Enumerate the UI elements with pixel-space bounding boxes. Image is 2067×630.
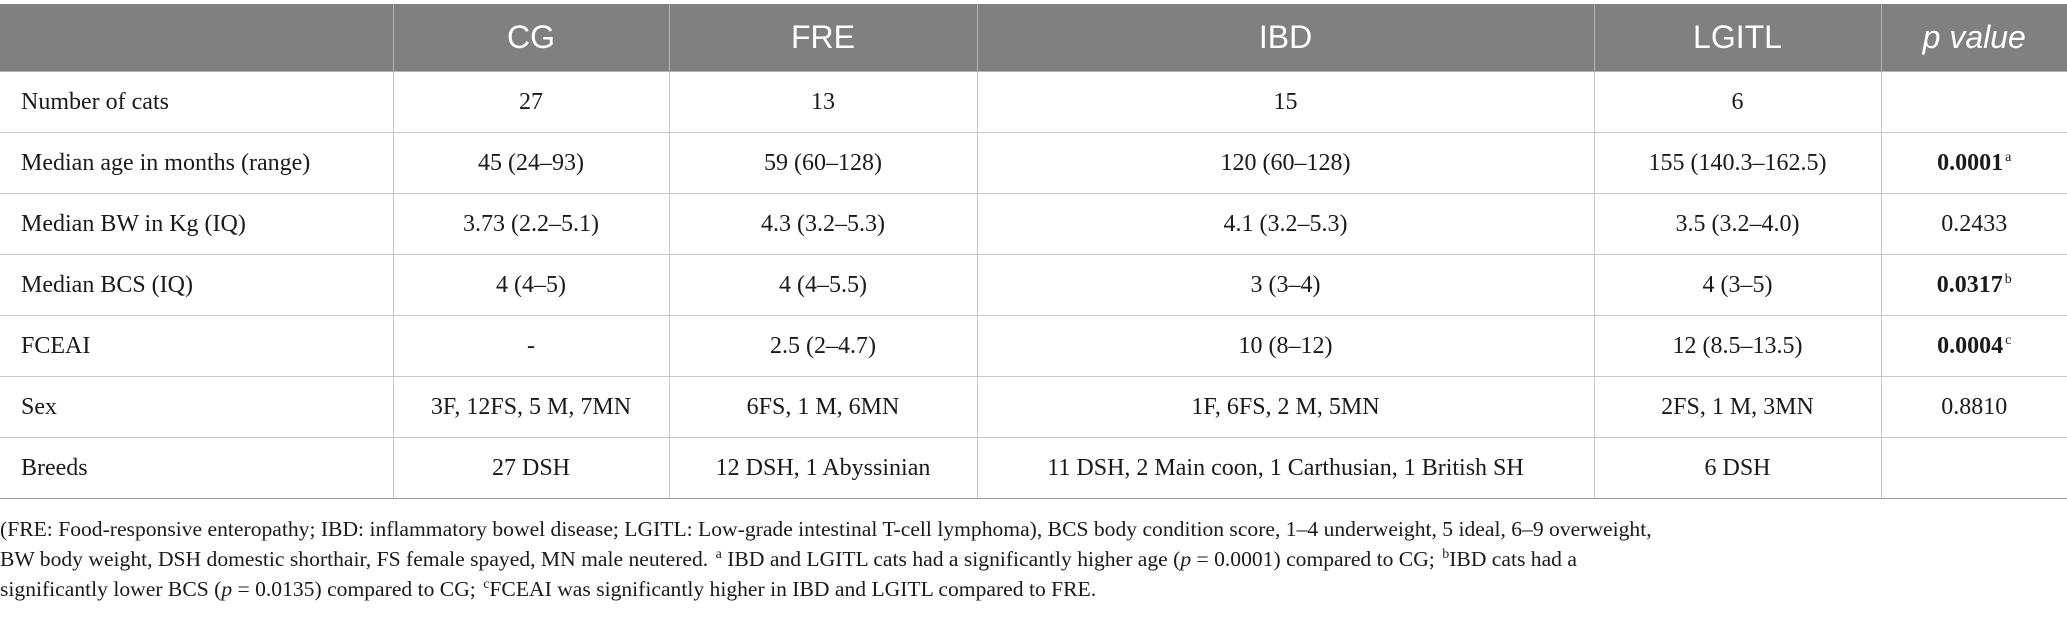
cell-p-value: 0.8810	[1880, 376, 2067, 438]
cell-cg: 27	[392, 71, 669, 133]
table-row: Sex 3F, 12FS, 5 M, 7MN 6FS, 1 M, 6MN 1F, 6F…	[0, 376, 2067, 438]
footnote-text: (FRE: Food-responsive enteropathy; IBD: …	[0, 517, 1652, 541]
p-value-text: 0.2433	[1941, 210, 2008, 237]
footnote-marker-b: b	[1442, 546, 1450, 562]
cell-ibd: 11 DSH, 2 Main coon, 1 Carthusian, 1 Bri…	[976, 437, 1594, 499]
cell-p-value	[1880, 437, 2067, 499]
cell-fre: 2.5 (2–4.7)	[668, 315, 977, 377]
row-label: Median BW in Kg (IQ)	[0, 193, 393, 255]
cell-p-value: 0.0004 c	[1880, 315, 2067, 377]
footnote-p-symbol: p	[1180, 547, 1192, 571]
table-footnote: (FRE: Food-responsive enteropathy; IBD: …	[0, 514, 2040, 604]
cell-lgitl: 4 (3–5)	[1593, 254, 1881, 316]
row-label: Breeds	[0, 437, 393, 499]
footnote-text: IBD and LGITL cats had a significantly h…	[721, 547, 1181, 571]
footnote-text: BW body weight, DSH domestic shorthair, …	[0, 547, 709, 571]
header-fre: FRE	[668, 4, 977, 72]
cell-lgitl: 3.5 (3.2–4.0)	[1593, 193, 1881, 255]
row-label: Median BCS (IQ)	[0, 254, 393, 316]
cell-cg: 4 (4–5)	[392, 254, 669, 316]
cell-ibd: 1F, 6FS, 2 M, 5MN	[976, 376, 1594, 438]
cell-lgitl: 2FS, 1 M, 3MN	[1593, 376, 1881, 438]
table-row: Number of cats 27 13 15 6	[0, 71, 2067, 133]
header-p-value: p value	[1880, 4, 2067, 72]
row-label: Sex	[0, 376, 393, 438]
cell-fre: 4 (4–5.5)	[668, 254, 977, 316]
cell-lgitl: 6	[1593, 71, 1881, 133]
p-value-footnote-marker: c	[2005, 332, 2012, 348]
cell-fre: 13	[668, 71, 977, 133]
header-ibd: IBD	[976, 4, 1594, 72]
cell-p-value	[1880, 71, 2067, 133]
cell-ibd: 4.1 (3.2–5.3)	[976, 193, 1594, 255]
cell-lgitl: 155 (140.3–162.5)	[1593, 132, 1881, 194]
cell-fre: 12 DSH, 1 Abyssinian	[668, 437, 977, 499]
table-row: FCEAI -2.5 (2–4.7) 10 (8–12) 12 (8.5–13.5) 0…	[0, 315, 2067, 377]
footnote-text: FCEAI was significantly higher in IBD an…	[489, 577, 1097, 601]
p-value-text: 0.8810	[1941, 393, 2008, 420]
results-table: CG FRE IBD LGITL p value Number of cats 2…	[0, 4, 2067, 499]
cell-cg: 45 (24–93)	[392, 132, 669, 194]
cell-lgitl: 12 (8.5–13.5)	[1593, 315, 1881, 377]
table-row: Median BW in Kg (IQ) 3.73 (2.2–5.1) 4.3 (3…	[0, 193, 2067, 255]
table-header-row: CG FRE IBD LGITL p value	[0, 4, 2067, 72]
footnote-line-1: (FRE: Food-responsive enteropathy; IBD: …	[0, 514, 2040, 544]
p-value-footnote-marker: b	[2004, 271, 2012, 287]
header-cg: CG	[392, 4, 669, 72]
cell-ibd: 15	[976, 71, 1594, 133]
footnote-text: = 0.0135) compared to CG;	[232, 577, 482, 601]
footnote-text: IBD cats had a	[1449, 547, 1577, 571]
cell-cg: 3.73 (2.2–5.1)	[392, 193, 669, 255]
p-value-text: 0.0317	[1936, 271, 2003, 298]
cell-cg: 3F, 12FS, 5 M, 7MN	[392, 376, 669, 438]
cell-ibd: 120 (60–128)	[976, 132, 1594, 194]
footnote-marker-a: a	[715, 546, 722, 562]
footnote-marker-c: c	[483, 576, 490, 592]
cell-fre: 6FS, 1 M, 6MN	[668, 376, 977, 438]
cell-ibd: 3 (3–4)	[976, 254, 1594, 316]
cell-cg: -	[392, 315, 669, 377]
p-value-text: 0.0004	[1937, 332, 2004, 359]
row-label: FCEAI	[0, 315, 393, 377]
table-row: Median BCS (IQ) 4 (4–5) 4 (4–5.5) 3 (3–4) 4 …	[0, 254, 2067, 316]
table-row: Median age in months (range) 45 (24–93) 59…	[0, 132, 2067, 194]
footnote-p-symbol: p	[221, 577, 233, 601]
cell-fre: 4.3 (3.2–5.3)	[668, 193, 977, 255]
cell-p-value: 0.0317 b	[1880, 254, 2067, 316]
header-lgitl: LGITL	[1593, 4, 1881, 72]
footnote-line-2: BW body weight, DSH domestic shorthair, …	[0, 544, 2040, 574]
p-value-text: 0.0001	[1937, 149, 2004, 176]
cell-fre: 59 (60–128)	[668, 132, 977, 194]
cell-ibd: 10 (8–12)	[976, 315, 1594, 377]
cell-p-value: 0.0001 a	[1880, 132, 2067, 194]
row-label: Median age in months (range)	[0, 132, 393, 194]
cell-cg: 27 DSH	[392, 437, 669, 499]
cell-lgitl: 6 DSH	[1593, 437, 1881, 499]
table-row: Breeds 27 DSH 12 DSH, 1 Abyssinian 11 DSH, …	[0, 437, 2067, 499]
footnote-text: = 0.0001) compared to CG;	[1191, 547, 1441, 571]
row-label: Number of cats	[0, 71, 393, 133]
footnote-line-3: significantly lower BCS (p = 0.0135) com…	[0, 574, 2040, 604]
footnote-text: significantly lower BCS (	[0, 577, 222, 601]
header-empty	[0, 4, 393, 72]
p-value-footnote-marker: a	[2005, 149, 2012, 165]
cell-p-value: 0.2433	[1880, 193, 2067, 255]
